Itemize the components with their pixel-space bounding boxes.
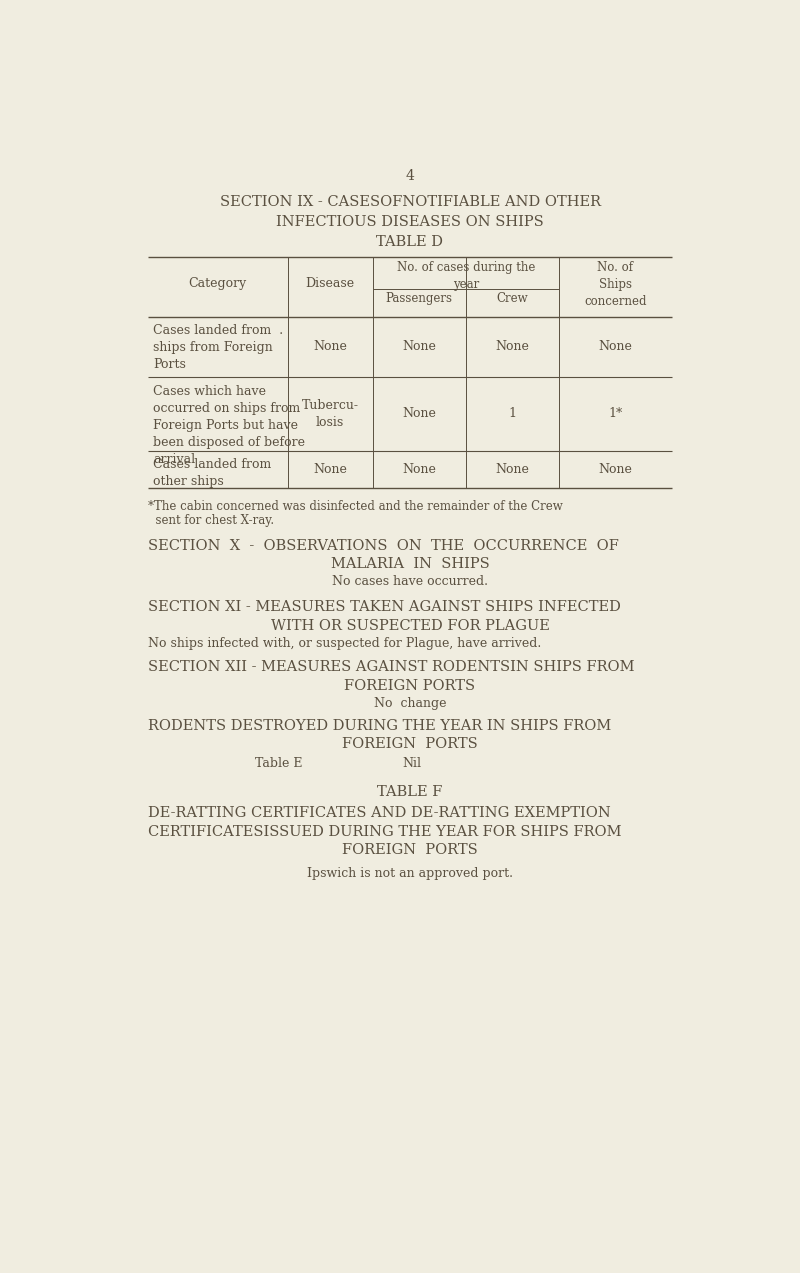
Text: MALARIA  IN  SHIPS: MALARIA IN SHIPS xyxy=(330,558,490,572)
Text: Ipswich is not an approved port.: Ipswich is not an approved port. xyxy=(307,867,513,880)
Text: INFECTIOUS DISEASES ON SHIPS: INFECTIOUS DISEASES ON SHIPS xyxy=(276,215,544,229)
Text: Nil: Nil xyxy=(402,757,422,770)
Text: Disease: Disease xyxy=(306,278,354,290)
Text: None: None xyxy=(402,462,436,476)
Text: Category: Category xyxy=(189,278,247,290)
Text: WITH OR SUSPECTED FOR PLAGUE: WITH OR SUSPECTED FOR PLAGUE xyxy=(270,619,550,633)
Text: None: None xyxy=(314,462,347,476)
Text: sent for chest X-ray.: sent for chest X-ray. xyxy=(148,514,274,527)
Text: DE-RATTING CERTIFICATES AND DE-RATTING EXEMPTION: DE-RATTING CERTIFICATES AND DE-RATTING E… xyxy=(148,807,611,821)
Text: Table E: Table E xyxy=(255,757,302,770)
Text: SECTION  X  -  OBSERVATIONS  ON  THE  OCCURRENCE  OF: SECTION X - OBSERVATIONS ON THE OCCURREN… xyxy=(148,538,619,552)
Text: 4: 4 xyxy=(406,169,414,183)
Text: None: None xyxy=(598,462,632,476)
Text: CERTIFICATESISSUED DURING THE YEAR FOR SHIPS FROM: CERTIFICATESISSUED DURING THE YEAR FOR S… xyxy=(148,825,622,839)
Text: Cases landed from
other ships: Cases landed from other ships xyxy=(154,458,272,489)
Text: FOREIGN  PORTS: FOREIGN PORTS xyxy=(342,737,478,751)
Text: TABLE F: TABLE F xyxy=(378,785,442,799)
Text: Tubercu-
losis: Tubercu- losis xyxy=(302,398,358,429)
Text: None: None xyxy=(402,407,436,420)
Text: No ships infected with, or suspected for Plague, have arrived.: No ships infected with, or suspected for… xyxy=(148,636,542,651)
Text: FOREIGN PORTS: FOREIGN PORTS xyxy=(345,679,475,693)
Text: SECTION IX - CASESOFNOTIFIABLE AND OTHER: SECTION IX - CASESOFNOTIFIABLE AND OTHER xyxy=(219,195,601,209)
Text: None: None xyxy=(495,340,530,354)
Text: FOREIGN  PORTS: FOREIGN PORTS xyxy=(342,844,478,858)
Text: 1: 1 xyxy=(508,407,516,420)
Text: No  change: No change xyxy=(374,698,446,710)
Text: RODENTS DESTROYED DURING THE YEAR IN SHIPS FROM: RODENTS DESTROYED DURING THE YEAR IN SHI… xyxy=(148,719,611,733)
Text: No cases have occurred.: No cases have occurred. xyxy=(332,575,488,588)
Text: Crew: Crew xyxy=(497,292,528,306)
Text: None: None xyxy=(598,340,632,354)
Text: No. of
Ships
concerned: No. of Ships concerned xyxy=(584,261,646,308)
Text: 1*: 1* xyxy=(608,407,622,420)
Text: Cases landed from  .
ships from Foreign
Ports: Cases landed from . ships from Foreign P… xyxy=(154,325,284,372)
Text: SECTION XII - MEASURES AGAINST RODENTSIN SHIPS FROM: SECTION XII - MEASURES AGAINST RODENTSIN… xyxy=(148,661,634,675)
Text: Passengers: Passengers xyxy=(386,292,453,306)
Text: None: None xyxy=(314,340,347,354)
Text: No. of cases during the
year: No. of cases during the year xyxy=(397,261,535,290)
Text: *The cabin concerned was disinfected and the remainder of the Crew: *The cabin concerned was disinfected and… xyxy=(148,500,562,513)
Text: TABLE D: TABLE D xyxy=(377,236,443,250)
Text: SECTION XI - MEASURES TAKEN AGAINST SHIPS INFECTED: SECTION XI - MEASURES TAKEN AGAINST SHIP… xyxy=(148,600,621,614)
Text: Cases which have
occurred on ships from
Foreign Ports but have
been disposed of : Cases which have occurred on ships from … xyxy=(154,384,306,466)
Text: None: None xyxy=(402,340,436,354)
Text: None: None xyxy=(495,462,530,476)
